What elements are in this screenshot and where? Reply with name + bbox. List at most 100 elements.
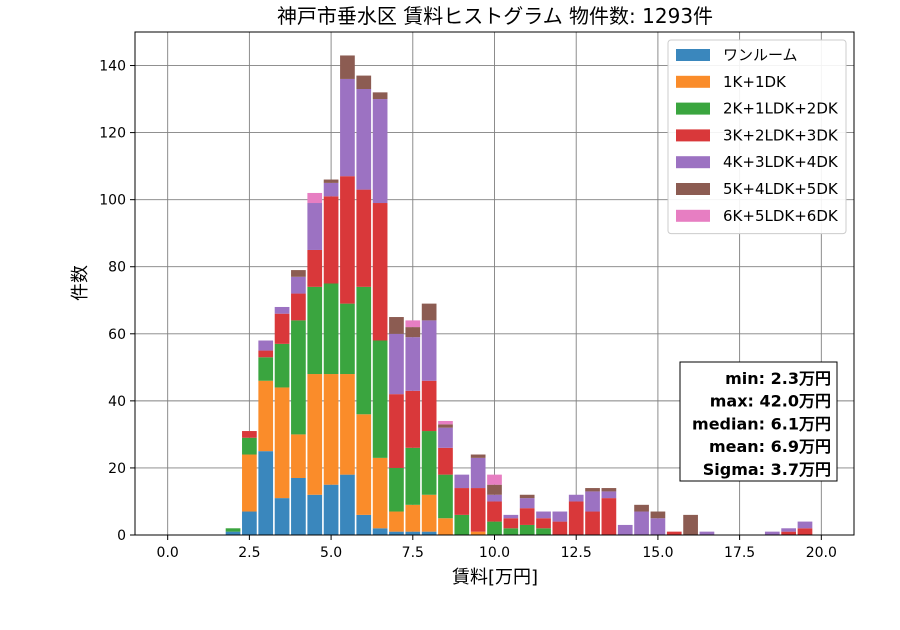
bar-segment bbox=[650, 511, 666, 519]
bar-segment bbox=[438, 447, 453, 475]
legend-label: 1K+1DK bbox=[723, 73, 787, 91]
bar-segment bbox=[568, 501, 584, 535]
legend-label: 3K+2LDK+3DK bbox=[723, 126, 839, 144]
bar-segment bbox=[291, 276, 306, 294]
y-tick-label: 0 bbox=[117, 528, 126, 544]
bar-segment bbox=[699, 531, 715, 535]
bar-segment bbox=[307, 249, 323, 287]
bar-segment bbox=[258, 380, 274, 452]
bar-segment bbox=[274, 498, 290, 535]
bar-segment bbox=[470, 531, 486, 535]
x-tick-label: 7.5 bbox=[402, 545, 424, 561]
bar-segment bbox=[470, 488, 486, 532]
bar-segment bbox=[291, 434, 306, 478]
bar-segment bbox=[356, 189, 372, 287]
x-tick-label: 15.0 bbox=[642, 545, 673, 561]
bar-segment bbox=[274, 343, 290, 388]
bar-segment bbox=[389, 467, 404, 512]
bar-segment bbox=[372, 528, 388, 535]
bar-segment bbox=[536, 518, 551, 529]
bar-segment bbox=[470, 454, 486, 458]
bar-segment bbox=[307, 192, 323, 204]
legend-label: 2K+1LDK+2DK bbox=[723, 100, 839, 118]
bar-segment bbox=[291, 293, 306, 321]
bar-segment bbox=[340, 474, 355, 535]
x-tick-label: 12.5 bbox=[561, 545, 592, 561]
bar-segment bbox=[601, 488, 617, 492]
bar-segment bbox=[797, 521, 813, 529]
bar-segment bbox=[781, 528, 796, 532]
bar-segment bbox=[503, 518, 519, 529]
bar-segment bbox=[242, 431, 257, 438]
stats-line: mean: 6.9万円 bbox=[709, 437, 831, 456]
legend-swatch bbox=[676, 183, 710, 195]
bar-segment bbox=[389, 317, 404, 334]
bar-segment bbox=[666, 531, 682, 535]
bar-segment bbox=[601, 491, 617, 499]
stats-frame bbox=[679, 361, 838, 482]
bar-segment bbox=[421, 320, 437, 381]
bar-segment bbox=[340, 303, 355, 375]
bar-segment bbox=[454, 488, 470, 515]
bar-segment bbox=[340, 374, 355, 475]
legend-swatch bbox=[676, 49, 710, 61]
stats-line: max: 42.0万円 bbox=[710, 392, 831, 411]
bar-segment bbox=[797, 528, 813, 535]
bar-segment bbox=[258, 350, 274, 358]
bar-segment bbox=[225, 528, 241, 532]
bar-segment bbox=[438, 474, 453, 519]
legend-swatch bbox=[676, 156, 710, 169]
bar-segment bbox=[372, 457, 388, 529]
bar-segment bbox=[617, 524, 633, 535]
bar-segment bbox=[405, 531, 421, 535]
legend-swatch bbox=[676, 129, 710, 142]
bar-segment bbox=[291, 270, 306, 277]
bar-segment bbox=[356, 414, 372, 515]
legend-label: 6K+5LDK+6DK bbox=[723, 207, 839, 225]
bar-segment bbox=[405, 320, 421, 328]
bar-segment bbox=[307, 286, 323, 375]
bar-segment bbox=[307, 203, 323, 250]
bar-segment bbox=[389, 394, 404, 468]
bar-segment bbox=[634, 511, 649, 535]
bar-segment bbox=[258, 451, 274, 535]
bar-segment bbox=[372, 99, 388, 204]
bar-segment bbox=[585, 491, 600, 512]
stats-box: min: 2.3万円 max: 42.0万円 median: 6.1万円 mean: … bbox=[679, 361, 838, 482]
bar-segment bbox=[405, 337, 421, 391]
chart-title: 神戸市垂水区 賃料ヒストグラム 物件数: 1293件 bbox=[277, 4, 713, 28]
bar-segment bbox=[356, 75, 372, 90]
bar-segment bbox=[242, 511, 257, 535]
bar-segment bbox=[291, 477, 306, 535]
bar-segment bbox=[454, 474, 470, 489]
bar-segment bbox=[372, 203, 388, 341]
bar-segment bbox=[242, 454, 257, 512]
bar-segment bbox=[323, 283, 339, 375]
bar-segment bbox=[258, 357, 274, 381]
bar-segment bbox=[389, 333, 404, 395]
y-tick-label: 100 bbox=[99, 193, 126, 209]
bar-segment bbox=[536, 528, 551, 535]
x-tick-label: 17.5 bbox=[724, 545, 755, 561]
bar-segment bbox=[487, 501, 502, 522]
stats-line: min: 2.3万円 bbox=[725, 369, 831, 388]
bar-segment bbox=[519, 524, 535, 535]
x-tick-label: 0.0 bbox=[157, 545, 179, 561]
x-axis-label: 賃料[万円] bbox=[452, 567, 538, 588]
bar-segment bbox=[487, 484, 502, 495]
bar-segment bbox=[552, 511, 568, 522]
bar-segment bbox=[307, 374, 323, 495]
bar-segment bbox=[421, 531, 437, 535]
y-tick-label: 20 bbox=[108, 461, 126, 477]
legend-swatch bbox=[676, 209, 710, 222]
stats-line: median: 6.1万円 bbox=[692, 414, 831, 433]
bar-segment bbox=[503, 528, 519, 535]
bar-segment bbox=[503, 514, 519, 519]
bar-segment bbox=[781, 531, 796, 535]
bar-segment bbox=[405, 327, 421, 338]
legend-label: 5K+4LDK+5DK bbox=[723, 180, 839, 198]
legend-swatch bbox=[676, 102, 710, 115]
y-tick-label: 120 bbox=[99, 126, 126, 142]
bar-segment bbox=[585, 511, 600, 535]
